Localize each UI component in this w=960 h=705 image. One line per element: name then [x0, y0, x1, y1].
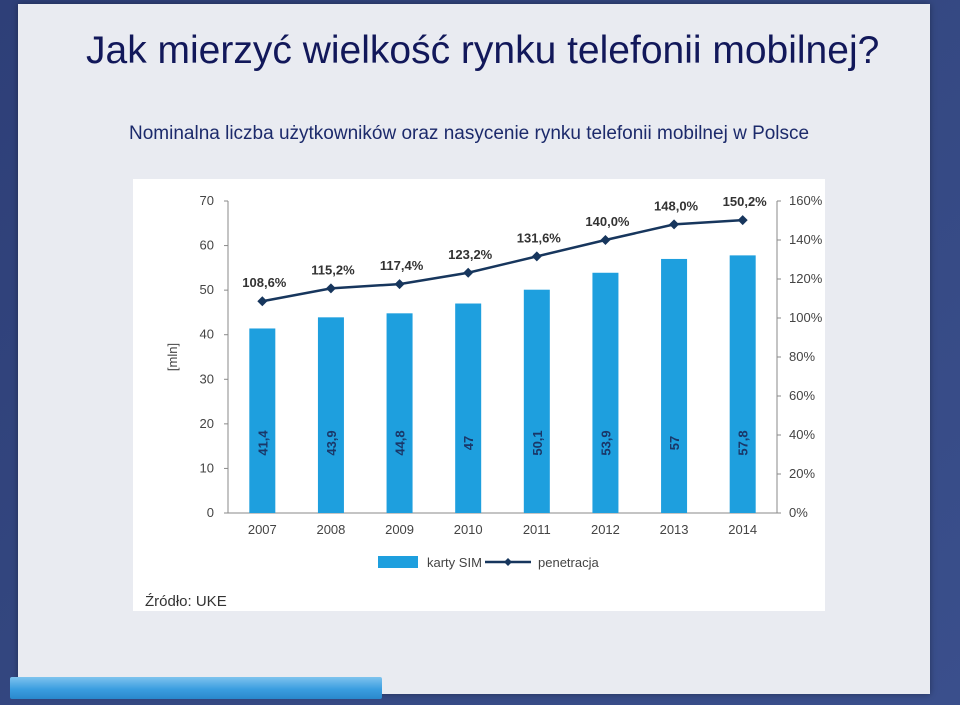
bar [661, 258, 688, 513]
x-tick-label: 2010 [454, 522, 483, 537]
y-tick-label: 70 [200, 193, 214, 208]
x-tick-label: 2011 [523, 522, 551, 537]
legend-bar-label: karty SIM [427, 555, 482, 570]
slide-title: Jak mierzyć wielkość rynku telefonii mob… [86, 29, 880, 72]
line-point [531, 251, 542, 262]
bar [249, 328, 276, 513]
line-point-label: 131,6% [517, 230, 562, 245]
line-point [669, 219, 680, 230]
bar [455, 303, 482, 513]
y2-tick-label: 120% [789, 271, 823, 286]
y2-tick-label: 80% [789, 349, 815, 364]
y-axis-label: [mln] [165, 343, 180, 371]
y2-tick-label: 20% [789, 466, 815, 481]
x-tick-label: 2012 [591, 522, 620, 537]
line-point-label: 117,4% [380, 258, 424, 273]
x-tick-label: 2013 [660, 522, 689, 537]
y-tick-label: 20 [200, 416, 214, 431]
bar [729, 255, 756, 513]
y-tick-label: 0 [207, 505, 214, 520]
y2-tick-label: 140% [789, 232, 823, 247]
line-point-label: 140,0% [585, 214, 630, 229]
bar-value-label: 44,8 [393, 430, 408, 455]
source-note: Źródło: UKE [145, 593, 227, 610]
bar-value-label: 41,4 [255, 430, 270, 456]
y2-tick-label: 160% [789, 193, 823, 208]
bar-value-label: 53,9 [598, 430, 613, 455]
x-tick-label: 2009 [385, 522, 414, 537]
bar-value-label: 43,9 [324, 430, 339, 455]
y2-tick-label: 60% [789, 388, 815, 403]
bar [386, 313, 413, 513]
x-tick-label: 2007 [248, 522, 277, 537]
y-tick-label: 10 [200, 460, 214, 475]
penetration-line [262, 218, 743, 303]
legend-line-marker [504, 558, 512, 566]
line-point-label: 108,6% [242, 275, 287, 290]
line-point-label: 115,2% [311, 262, 355, 277]
legend-bar-swatch [378, 556, 418, 568]
line-point-label: 148,0% [654, 198, 699, 213]
legend-line-label: penetracja [538, 555, 599, 570]
line-point [737, 215, 748, 226]
bar-value-label: 47 [461, 436, 476, 450]
line-point [257, 296, 268, 307]
chart-svg: 0 10 20 30 40 50 60 70 0% 20% 40% 60% 80% 100% 120% 140… [165, 193, 823, 570]
line-point [325, 283, 336, 294]
line-point-label: 150,2% [723, 194, 768, 209]
line-point [394, 279, 405, 290]
y2-tick-label: 100% [789, 310, 823, 325]
chart-container: 0 10 20 30 40 50 60 70 0% 20% 40% 60% 80% 100% 120% 140… [133, 179, 825, 611]
bar-value-label: 57,8 [736, 430, 751, 455]
line-point-label: 123,2% [448, 247, 493, 262]
slide: Jak mierzyć wielkość rynku telefonii mob… [10, 4, 930, 699]
x-tick-label: 2014 [728, 522, 757, 537]
bar-value-label: 50,1 [530, 430, 545, 455]
bar [317, 317, 344, 513]
line-point [463, 267, 474, 278]
y-tick-label: 30 [200, 371, 214, 386]
bar [523, 289, 550, 513]
decorative-bottom-bar [10, 677, 382, 699]
x-tick-label: 2008 [316, 522, 345, 537]
y-tick-label: 60 [200, 238, 214, 253]
y-tick-label: 50 [200, 282, 214, 297]
line-point [600, 235, 611, 245]
y-tick-label: 40 [200, 327, 214, 342]
slide-subtitle: Nominalna liczba użytkowników oraz nasyc… [129, 123, 810, 144]
bar-value-label: 57 [667, 436, 682, 450]
bar [592, 272, 619, 513]
y2-tick-label: 40% [789, 427, 815, 442]
y2-tick-label: 0% [789, 505, 808, 520]
